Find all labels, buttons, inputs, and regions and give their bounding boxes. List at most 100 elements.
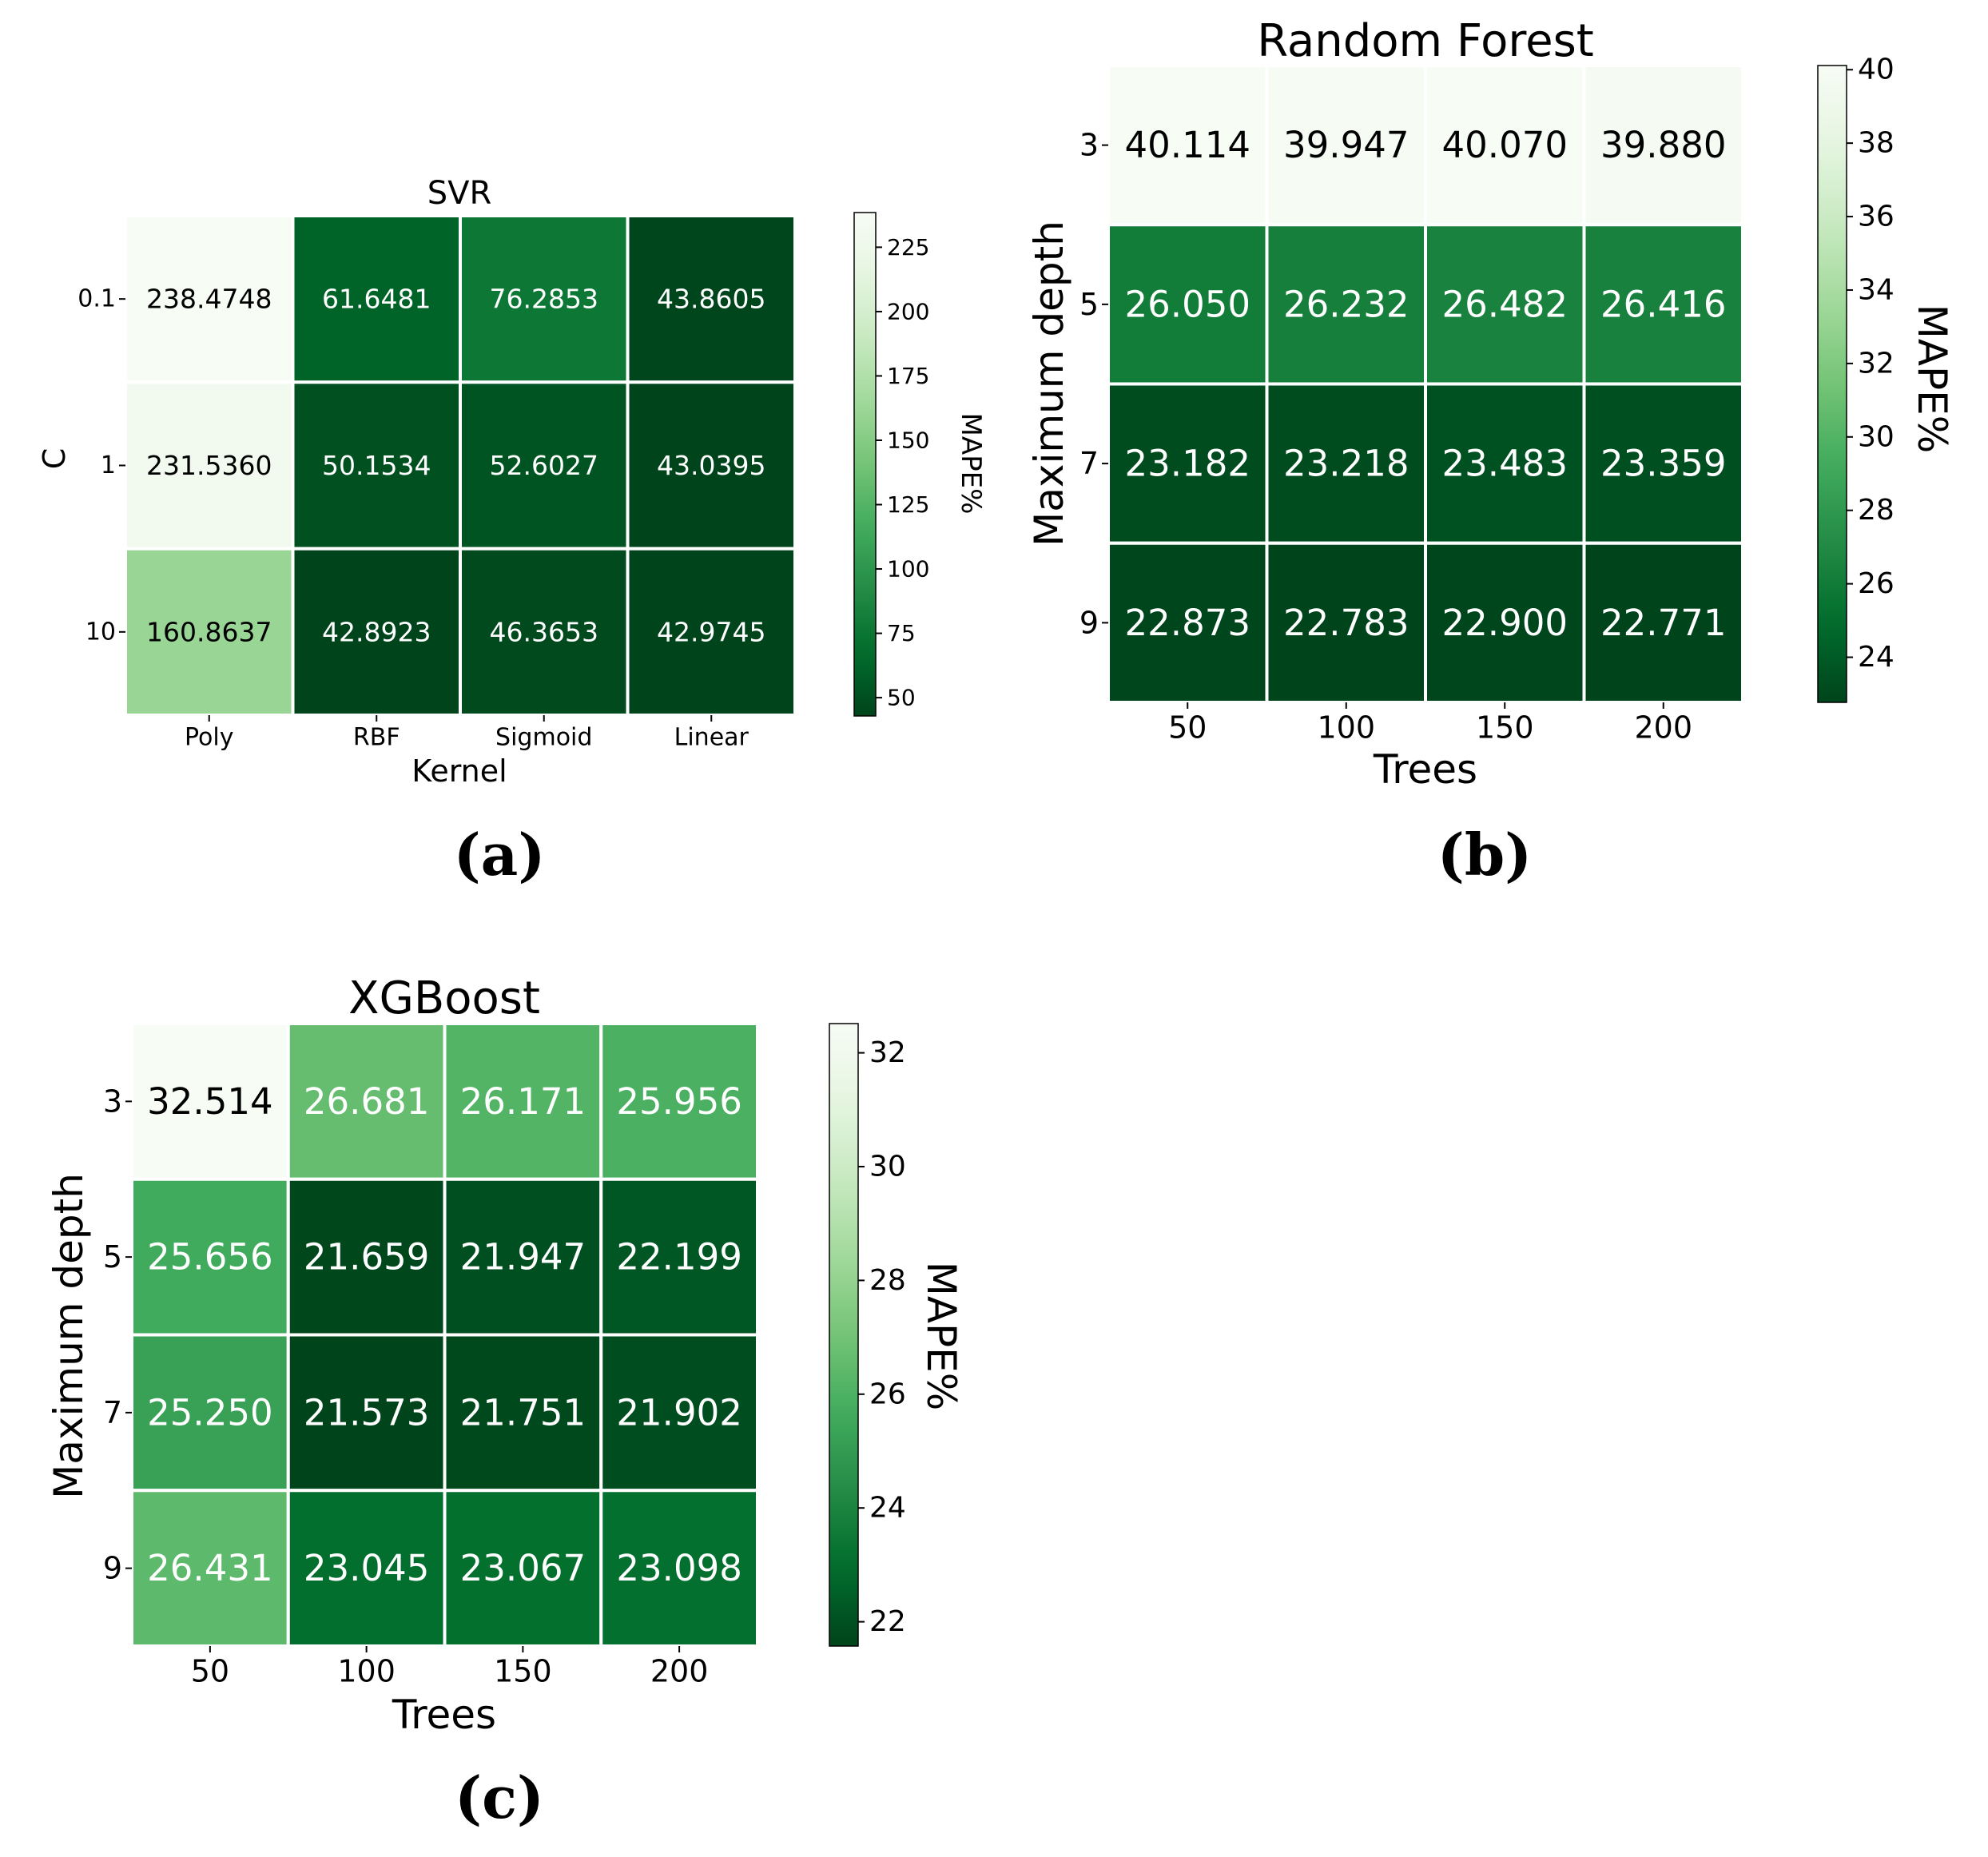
svr-cell-r2-c1 [291, 547, 462, 718]
xgb-cell-label: 26.431 [147, 1547, 272, 1589]
rf-cell-label: 39.880 [1600, 124, 1726, 166]
rf-colorbar-tick-label: 34 [1858, 273, 1895, 306]
xgb-cell-label: 25.250 [147, 1391, 272, 1434]
rf-cell-r1-c3 [1582, 223, 1744, 386]
svr-colorbar-tick-label: 200 [887, 298, 929, 324]
xgb-cell-label: 23.067 [460, 1547, 586, 1589]
rf-cell-label: 22.771 [1600, 602, 1726, 644]
svr-cell-label: 160.8637 [146, 616, 272, 647]
rf-cell-r1-c2 [1424, 223, 1586, 386]
xgb-colorbar-tick-label: 22 [869, 1605, 906, 1638]
svr-ytick-label: 0.1 [78, 285, 116, 313]
xgb-cell-r3-c3 [599, 1489, 759, 1648]
rf-cell-r0-c1 [1265, 64, 1427, 227]
svr-xtick-label: Linear [674, 724, 749, 752]
xgb-ytick-label: 3 [103, 1084, 122, 1119]
xgb-cell-r0-c2 [443, 1022, 603, 1181]
svr-cell-label: 43.0395 [657, 450, 765, 481]
rf-cell-label: 26.232 [1283, 283, 1409, 325]
svr-title: SVR [427, 175, 492, 212]
rf-xtick-label: 100 [1317, 710, 1375, 745]
rf-colorbar-tick-label: 38 [1858, 127, 1895, 160]
rf-colorbar-tick-label: 30 [1858, 420, 1895, 453]
xgb-xtick-label: 200 [650, 1653, 709, 1688]
rf-cell-label: 22.873 [1125, 602, 1250, 644]
svr-cell-label: 76.2853 [490, 284, 598, 315]
svr-colorbar-tick-label: 75 [887, 620, 916, 646]
rf-chart: 40.114 39.947 40.070 39.880 26.050 26.232 26.4… [1026, 15, 1955, 889]
rf-cell-r1-c1 [1265, 223, 1427, 386]
svr-cell-r0-c2 [459, 214, 630, 384]
xgb-colorbar-tick-label: 24 [869, 1492, 906, 1525]
rf-colorbar-tick-label: 26 [1858, 567, 1895, 600]
svr-cell-label: 238.4748 [146, 284, 272, 315]
xgb-colorbar-tick-label: 32 [869, 1036, 906, 1069]
xgb-xtick-label: 150 [494, 1653, 552, 1688]
svr-cell-r2-c3 [626, 547, 797, 718]
xgb-cell-label: 26.171 [460, 1080, 586, 1123]
rf-colorbar-label: MAPE% [1909, 304, 1955, 454]
svr-cell-label: 50.1534 [322, 450, 431, 481]
xgb-cell-label: 32.514 [147, 1080, 272, 1123]
svr-ytick-label: 10 [85, 618, 116, 646]
rf-cell-label: 26.482 [1442, 283, 1568, 325]
svr-chart: 238.4748 61.6481 76.2853 43.8605 231.5360 50.… [37, 175, 987, 889]
rf-cell-r2-c3 [1582, 382, 1744, 545]
rf-cell-r3-c3 [1582, 541, 1744, 704]
svr-colorbar-tick-label: 50 [887, 685, 916, 711]
svr-colorbar-tick-label: 125 [887, 491, 929, 518]
rf-cell-label: 40.070 [1442, 124, 1568, 166]
svr-cell-r1-c1 [291, 380, 462, 551]
rf-ytick-label: 9 [1079, 605, 1099, 640]
xgb-cell-r1-c3 [599, 1177, 759, 1337]
xgb-ytick-label: 9 [103, 1551, 122, 1586]
rf-xlabel: Trees [1373, 746, 1477, 793]
rf-ytick-label: 3 [1079, 128, 1099, 163]
rf-cell-label: 26.050 [1125, 283, 1250, 325]
xgb-chart: 32.514 26.681 26.171 25.956 25.656 21.659 21.9… [46, 972, 964, 1831]
xgb-cell-label: 25.956 [616, 1080, 742, 1123]
xgb-cell-label: 22.199 [616, 1236, 742, 1278]
svr-cell-label: 52.6027 [490, 450, 598, 481]
svr-panel-label: (a) [454, 821, 546, 889]
svr-xtick-label: Sigmoid [495, 724, 592, 752]
xgb-cell-label: 21.659 [304, 1236, 429, 1278]
xgb-title: XGBoost [348, 972, 540, 1024]
rf-cell-label: 23.483 [1442, 443, 1568, 485]
rf-title: Random Forest [1257, 15, 1594, 67]
svr-cell-r0-c0 [124, 214, 295, 384]
xgb-cell-label: 23.098 [616, 1547, 742, 1589]
xgb-cell-label: 21.573 [304, 1391, 429, 1434]
svr-cell-r0-c3 [626, 214, 797, 384]
xgb-cell-r1-c1 [286, 1177, 447, 1337]
svr-ylabel: C [37, 448, 72, 470]
svr-cell-label: 42.8923 [322, 616, 431, 647]
rf-cell-label: 26.416 [1600, 283, 1726, 325]
rf-xtick-label: 150 [1476, 710, 1534, 745]
rf-cell-r3-c2 [1424, 541, 1586, 704]
xgb-cell-r0-c3 [599, 1022, 759, 1181]
svr-colorbar [853, 212, 877, 717]
rf-colorbar-tick-label: 28 [1858, 494, 1895, 527]
rf-cell-label: 22.783 [1283, 602, 1409, 644]
rf-ytick-label: 5 [1079, 287, 1099, 322]
xgb-ytick-label: 5 [103, 1239, 122, 1274]
svr-cell-r0-c1 [291, 214, 462, 384]
rf-panel-label: (b) [1437, 821, 1532, 889]
rf-colorbar-tick-label: 24 [1858, 641, 1895, 674]
xgb-colorbar-tick-label: 26 [869, 1378, 906, 1410]
xgb-cell-label: 25.656 [147, 1236, 272, 1278]
rf-colorbar-tick-label: 32 [1858, 347, 1895, 380]
xgb-cell-label: 21.947 [460, 1236, 586, 1278]
xgb-colorbar [829, 1023, 859, 1647]
rf-ylabel: Maximum depth [1026, 221, 1072, 547]
rf-cell-label: 22.900 [1442, 602, 1568, 644]
svr-cell-label: 231.5360 [146, 450, 272, 481]
xgb-cell-r3-c0 [130, 1489, 290, 1648]
rf-colorbar-tick-label: 36 [1858, 201, 1895, 233]
svr-colorbar-tick-label: 175 [887, 363, 929, 389]
svr-colorbar-label: MAPE% [955, 413, 987, 515]
xgb-cell-label: 23.045 [304, 1547, 429, 1589]
rf-cell-label: 23.359 [1600, 443, 1726, 485]
